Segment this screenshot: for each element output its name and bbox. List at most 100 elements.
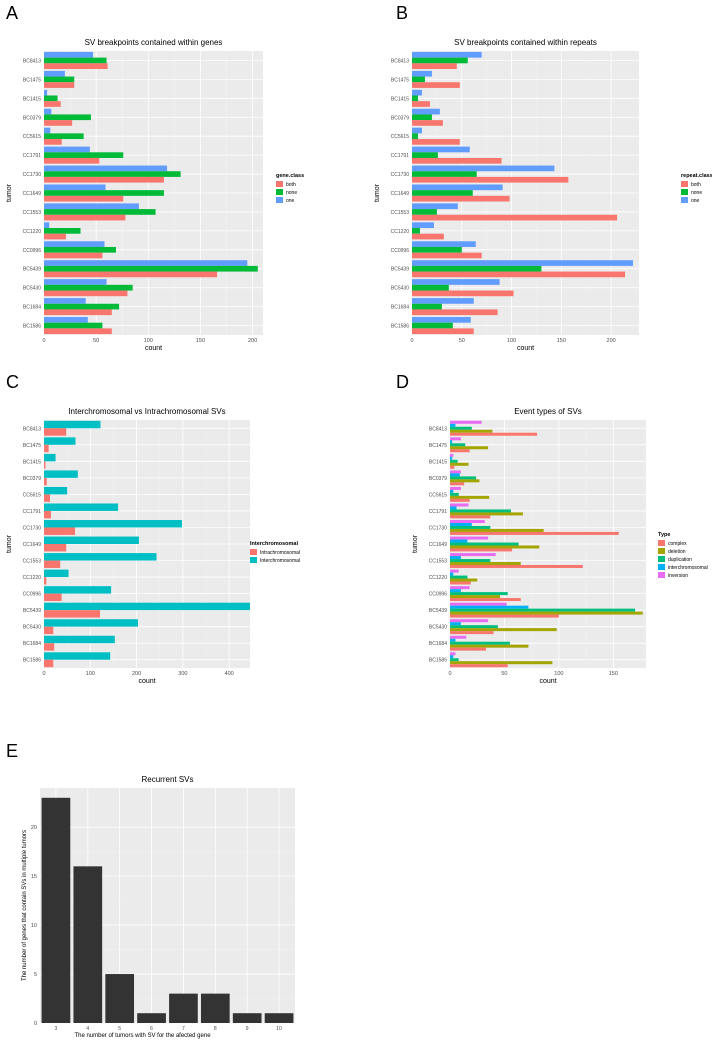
y-tick-label: CC1220	[23, 229, 42, 235]
y-tick-label: BC1586	[23, 324, 41, 330]
bar-none-cc1553	[44, 209, 156, 215]
legend-swatch-none	[276, 189, 283, 195]
x-tick-label: 300	[178, 671, 187, 677]
bar-one-bc5439	[44, 260, 248, 266]
legend-swatch-inversion	[658, 572, 665, 578]
y-tick-label: CC1791	[429, 509, 448, 515]
y-tick-label: CC1553	[23, 559, 42, 565]
bar-both-bc1415	[44, 101, 61, 107]
bar-interchromosomal-cc1791	[44, 503, 119, 511]
y-tick-label: CC1649	[391, 191, 410, 197]
bar-none-bc5439	[412, 265, 542, 272]
chart-a: A SV breakpoints contained within genes 0 5…	[6, 3, 304, 352]
legend-label-none: none	[691, 190, 702, 196]
bar-interchromosomal-cc1553	[44, 553, 157, 561]
y-tick-label: CC5615	[23, 134, 42, 140]
panel-letter-a: A	[6, 3, 18, 23]
bar-both-cc1553	[44, 214, 126, 221]
y-tick-label: BC1475	[429, 443, 447, 449]
bar-interchromosomal-bc5439	[44, 602, 250, 611]
bar-intrachromosomal-cc1553	[44, 560, 61, 568]
bar-inversion-cc0996	[450, 586, 470, 590]
bar-intrachromosomal-cc5615	[44, 494, 51, 502]
y-tick-label: CC5615	[23, 492, 42, 498]
legend-swatch-none	[681, 189, 688, 195]
bar-one-cc1649	[412, 184, 503, 191]
y-tick-label: BC5439	[23, 267, 41, 273]
bar-both-cc5615	[44, 139, 62, 145]
bar-none-bc8413	[44, 57, 107, 64]
bar-both-bc5439	[412, 271, 626, 278]
y-tick-label: BC1684	[23, 305, 41, 311]
bar-interchromosomal-cc1730	[450, 523, 472, 526]
x-tick-label: 7	[182, 1026, 185, 1032]
bar-one-cc1730	[412, 165, 555, 172]
bar-none-bc1586	[44, 322, 103, 329]
chart-b: B SV breakpoints contained within repeats…	[374, 3, 712, 352]
y-tick-label: BC1415	[23, 96, 41, 102]
y-tick-label: CC1553	[23, 210, 42, 216]
bar-duplication-bc1586	[450, 658, 459, 662]
y-tick-label: CC1649	[429, 542, 448, 548]
bar-intrachromosomal-bc8413	[44, 428, 67, 436]
bar-one-bc1586	[412, 317, 471, 323]
bar-recurrent-6	[137, 1013, 166, 1023]
legend-label-none: none	[286, 190, 297, 196]
bar-deletion-cc0996	[450, 595, 501, 599]
bar-recurrent-4	[73, 866, 103, 1023]
x-tick-label: 0	[448, 671, 451, 677]
bar-interchromosomal-bc1415	[44, 453, 56, 462]
y-tick-label: BC5430	[23, 625, 41, 631]
x-tick-label: 200	[132, 671, 141, 677]
bar-one-cc1791	[44, 146, 90, 153]
bar-deletion-cc1730	[450, 528, 544, 532]
chart-c: C Interchromosomal vs Intrachromosomal SV…	[6, 372, 300, 685]
x-tick-label: 0	[42, 671, 45, 677]
bar-duplication-cc1730	[450, 525, 491, 529]
bar-both-bc1684	[44, 309, 112, 316]
bar-both-bc1475	[44, 82, 75, 88]
y-tick-label: BC5430	[429, 625, 447, 631]
bar-one-bc1415	[44, 89, 48, 96]
bar-complex-cc1791	[450, 515, 491, 519]
bar-interchromosomal-cc1553	[450, 556, 461, 560]
bar-both-bc1475	[412, 82, 460, 88]
y-tick-label: BC1415	[429, 459, 447, 465]
bar-none-bc5430	[412, 284, 449, 291]
bar-deletion-cc1220	[450, 578, 478, 582]
x-tick-label: 100	[86, 671, 95, 677]
bar-none-bc1415	[44, 95, 58, 102]
y-tick-label: BC1684	[391, 305, 409, 311]
legend-swatch-deletion	[658, 548, 665, 554]
bar-none-bc1684	[44, 303, 120, 310]
legend-label-intrachromosomal: Intrachromosomal	[260, 550, 300, 556]
bar-interchromosomal-bc1586	[450, 655, 454, 659]
y-tick-label: CC1791	[23, 153, 42, 159]
y-tick-label: CC1553	[429, 559, 448, 565]
bar-one-bc5430	[412, 279, 500, 285]
legend-label-both: both	[286, 182, 296, 188]
bar-interchromosomal-bc1415	[450, 456, 453, 460]
y-tick-label: BC1586	[429, 658, 447, 664]
x-tick-label: 50	[501, 671, 507, 677]
bar-deletion-cc1791	[450, 512, 523, 516]
bar-deletion-bc0379	[450, 479, 480, 483]
bar-both-cc0996	[412, 252, 482, 259]
y-tick-label: BC8413	[429, 426, 447, 432]
bar-none-cc5615	[412, 133, 418, 140]
bar-duplication-cc1220	[450, 575, 468, 579]
bar-deletion-bc8413	[450, 429, 493, 433]
bar-one-bc1684	[412, 298, 474, 304]
bar-both-bc1586	[412, 328, 474, 335]
bar-complex-cc5615	[450, 498, 470, 502]
bar-one-bc1475	[44, 70, 65, 77]
y-tick-label: BC5430	[391, 286, 409, 292]
bar-one-bc0379	[412, 108, 440, 115]
x-tick-label: 10	[276, 1026, 282, 1032]
bar-one-cc1730	[44, 165, 168, 172]
bar-deletion-bc1415	[450, 462, 469, 466]
bar-inversion-bc8413	[450, 420, 482, 424]
y-tick-label: CC1791	[391, 153, 410, 159]
y-tick-label: BC1415	[391, 96, 409, 102]
y-tick-label: CC1791	[23, 509, 42, 515]
